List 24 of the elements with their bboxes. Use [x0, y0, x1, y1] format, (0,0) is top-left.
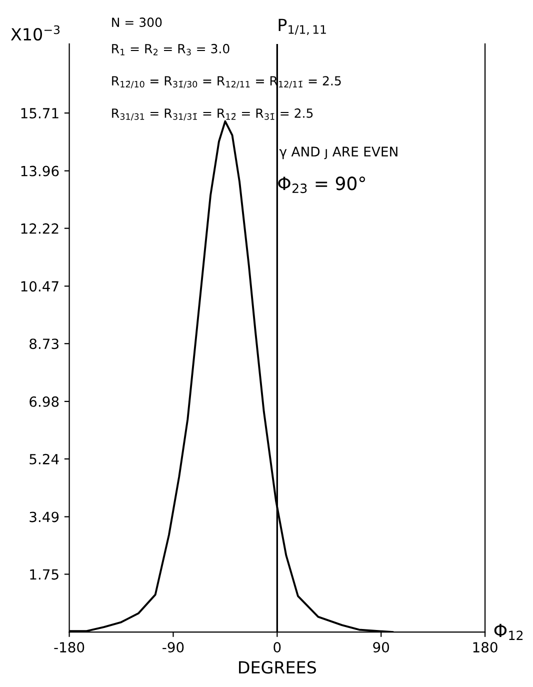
text: Φ$_{12}$	[494, 624, 523, 640]
text: R$_{12̄/10}$ = R$_{31̄/30}$ = R$_{12/11}$ = R$_{12/11̄}$ = 2.5	[112, 76, 341, 88]
y-tick-label: 10.47	[21, 281, 58, 292]
y-tick-label: 6.98	[30, 396, 59, 407]
x-tick-label: 90	[373, 642, 390, 653]
annotation: Φ$_{23}$ = 90°	[278, 176, 366, 194]
ref-line-label: P$_{1/1,11}$	[278, 18, 326, 36]
text: R$_{31/31}$ = R$_{31/31̄}$ = R$_{12̄}$ = R$_{31̄}$ = 2.5	[112, 108, 313, 121]
y-tick-label: 12.22	[21, 223, 58, 234]
y-tick-label: 3.49	[30, 512, 59, 522]
x-tick-label: -180	[54, 642, 84, 653]
x-tick-label: 180	[473, 642, 498, 653]
text: N = 300	[112, 18, 162, 28]
annotation: γ AND ȷ ARE EVEN	[279, 146, 398, 160]
y-tick-label: 13.96	[21, 166, 59, 176]
y-tick-label: 1.75	[30, 569, 58, 580]
y-tick-label: 8.73	[30, 338, 58, 350]
annotation: R$_{1}$ = R$_{2}$ = R$_{3}$ = 3.0	[112, 44, 230, 56]
x-axis-title: DEGREES	[239, 661, 316, 674]
y-tick-label: 15.71	[21, 108, 58, 118]
y-tick-label: 5.24	[30, 454, 59, 464]
x-tick-label: -90	[162, 642, 184, 653]
y-axis-title: X10$^{−3}$	[10, 25, 60, 41]
x-tick-label: 0	[274, 642, 281, 653]
